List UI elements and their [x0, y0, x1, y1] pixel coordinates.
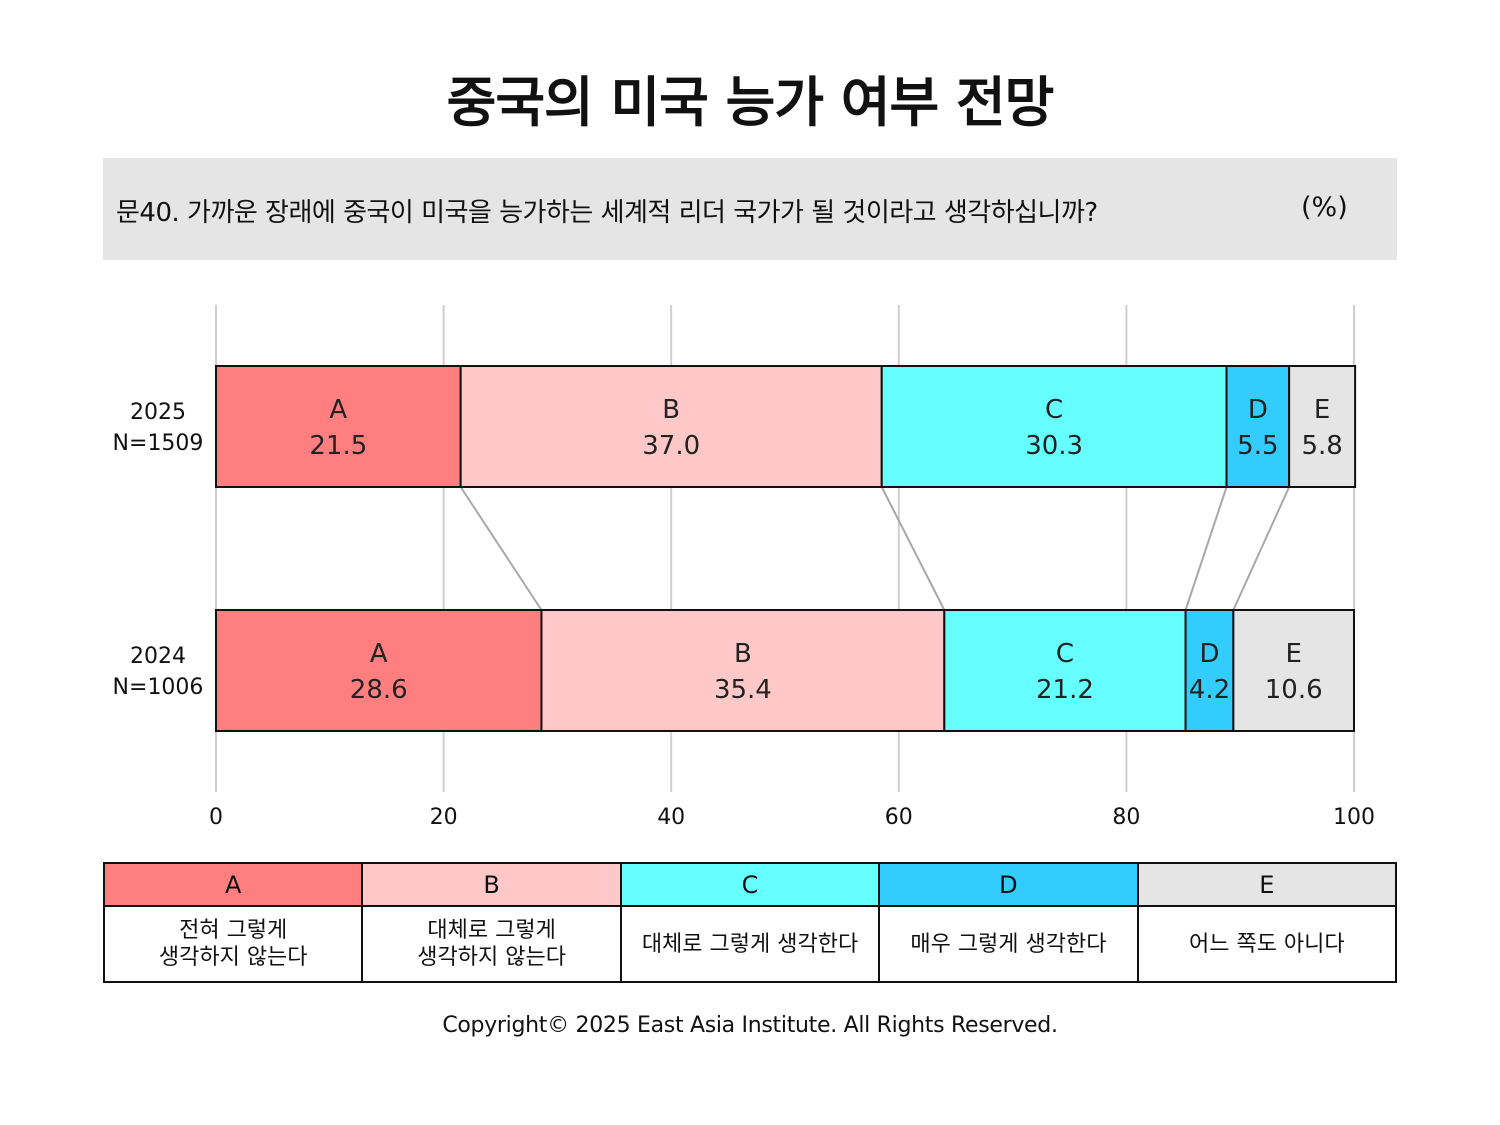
bar-key-2024-c: C — [1056, 639, 1074, 669]
bar-key-2025-e: E — [1314, 395, 1330, 425]
bar-segment-2024-e — [1232, 609, 1355, 732]
chart-title: 중국의 미국 능가 여부 전망 — [446, 71, 1055, 134]
bar-key-2025-c: C — [1045, 395, 1063, 425]
connector-line-c — [1184, 486, 1228, 611]
bar-value-2025-a: 21.5 — [309, 431, 367, 461]
x-tick-label-20: 20 — [430, 805, 458, 830]
legend-table: A 전혀 그렇게 생각하지 않는다 B 대체로 그렇게 생각하지 않는다 C 대… — [103, 862, 1397, 983]
question-box: 문40. 가까운 장래에 중국이 미국을 능가하는 세계적 리더 국가가 될 것… — [103, 158, 1397, 260]
bar-value-2024-a: 28.6 — [350, 675, 408, 705]
legend-label-d: 매우 그렇게 생각한다 — [910, 931, 1107, 957]
row-label-n-2025: N=1509 — [113, 431, 204, 456]
x-tick-label-0: 0 — [209, 805, 223, 830]
x-tick-label-40: 40 — [657, 805, 685, 830]
row-label-n-2024: N=1006 — [113, 675, 204, 700]
x-tick-label-80: 80 — [1112, 805, 1140, 830]
bar-key-2024-e: E — [1285, 639, 1301, 669]
x-tick-label-100: 100 — [1333, 805, 1375, 830]
bar-value-2025-d: 5.5 — [1237, 431, 1278, 461]
row-label-year-2025: 2025 — [130, 400, 186, 425]
bar-segment-2024-d — [1184, 609, 1235, 732]
bar-key-2025-b: B — [662, 395, 680, 425]
connector-line-d — [1232, 486, 1291, 611]
bar-value-2025-b: 37.0 — [642, 431, 700, 461]
legend-label-b: 대체로 그렇게 생각하지 않는다 — [417, 918, 566, 970]
legend-key-d: D — [880, 864, 1137, 907]
bar-value-2025-c: 30.3 — [1025, 431, 1083, 461]
question-text: 문40. 가까운 장래에 중국이 미국을 능가하는 세계적 리더 국가가 될 것… — [116, 198, 1098, 228]
legend-key-e: E — [1138, 864, 1396, 907]
bar-value-2024-b: 35.4 — [714, 675, 772, 705]
legend-column-e: E 어느 쪽도 아니다 — [1136, 864, 1396, 981]
bar-key-2025-d: D — [1248, 395, 1268, 425]
bar-segment-2025-c — [880, 365, 1228, 488]
bar-segment-2024-a — [215, 609, 543, 732]
legend-label-a: 전혀 그렇게 생각하지 않는다 — [158, 918, 308, 970]
stacked-bar-chart: 0 20 40 60 80 100 A 21.5 B 37.0 C 30.3 D 5.5 E 5.8 2025 N… — [113, 305, 1375, 830]
legend-key-b: B — [363, 864, 620, 907]
legend-label-e: 어느 쪽도 아니다 — [1188, 931, 1345, 957]
bar-value-2024-e: 10.6 — [1265, 675, 1323, 705]
copyright-text: Copyright© 2025 East Asia Institute. All… — [442, 1013, 1058, 1038]
bar-value-2025-e: 5.8 — [1301, 431, 1342, 461]
bar-value-2024-d: 4.2 — [1189, 675, 1230, 705]
bar-key-2025-a: A — [329, 395, 347, 425]
unit-label: (%) — [1301, 192, 1348, 223]
connector-line-a — [459, 486, 543, 611]
bar-segment-2024-c — [943, 609, 1187, 732]
x-tick-label-60: 60 — [885, 805, 913, 830]
bar-segment-2025-d — [1225, 365, 1291, 488]
legend-key-a: A — [105, 864, 362, 907]
legend-key-c: C — [621, 864, 879, 907]
bar-key-2024-a: A — [370, 639, 388, 669]
bar-segment-2025-a — [215, 365, 462, 488]
legend-column-b: B 대체로 그렇게 생각하지 않는다 — [361, 864, 620, 981]
bar-segment-2024-b — [540, 609, 946, 732]
legend-column-d: D 매우 그렇게 생각한다 — [878, 864, 1137, 981]
legend-label-c: 대체로 그렇게 생각한다 — [641, 931, 859, 957]
bar-value-2024-c: 21.2 — [1036, 675, 1094, 705]
connector-line-b — [880, 486, 946, 611]
bar-segment-2025-e — [1288, 365, 1357, 488]
bar-key-2024-d: D — [1199, 639, 1219, 669]
bar-segment-2025-b — [459, 365, 883, 488]
bar-key-2024-b: B — [734, 639, 752, 669]
legend-column-a: A 전혀 그렇게 생각하지 않는다 — [105, 864, 362, 981]
row-label-year-2024: 2024 — [130, 644, 186, 669]
legend-column-c: C 대체로 그렇게 생각한다 — [619, 864, 879, 981]
